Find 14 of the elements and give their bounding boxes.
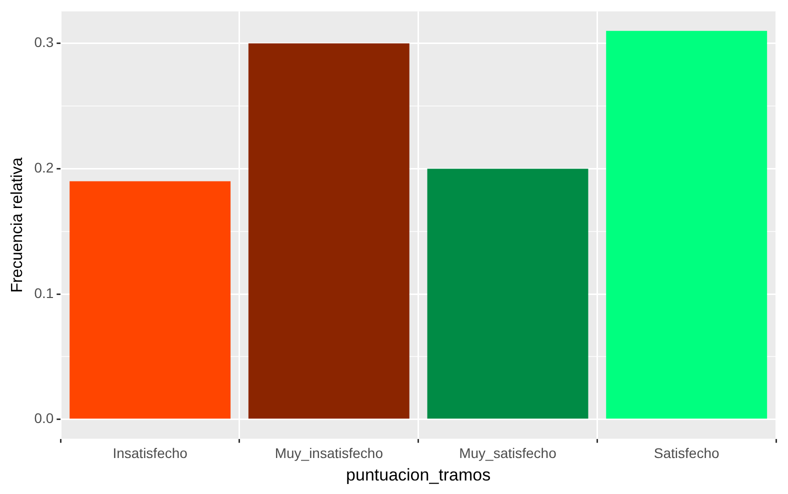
x-tick-label: Muy_insatisfecho [274,445,384,462]
y-tick-label: 0.3 [34,34,54,50]
y-tick-label: 0.0 [34,410,54,426]
y-tick-label: 0.2 [34,160,54,176]
bar [248,43,410,419]
x-tick-label: Muy_satisfecho [459,445,557,462]
bar [427,168,588,419]
y-tick-label: 0.1 [34,284,54,301]
x-tick-label: Insatisfecho [112,445,188,462]
x-axis-title: puntuacion_tramos [346,465,491,484]
y-axis-title: Frecuencia relativa [9,157,26,293]
bar [606,30,768,419]
bar [70,181,231,419]
x-tick-label: Satisfecho [654,445,720,462]
